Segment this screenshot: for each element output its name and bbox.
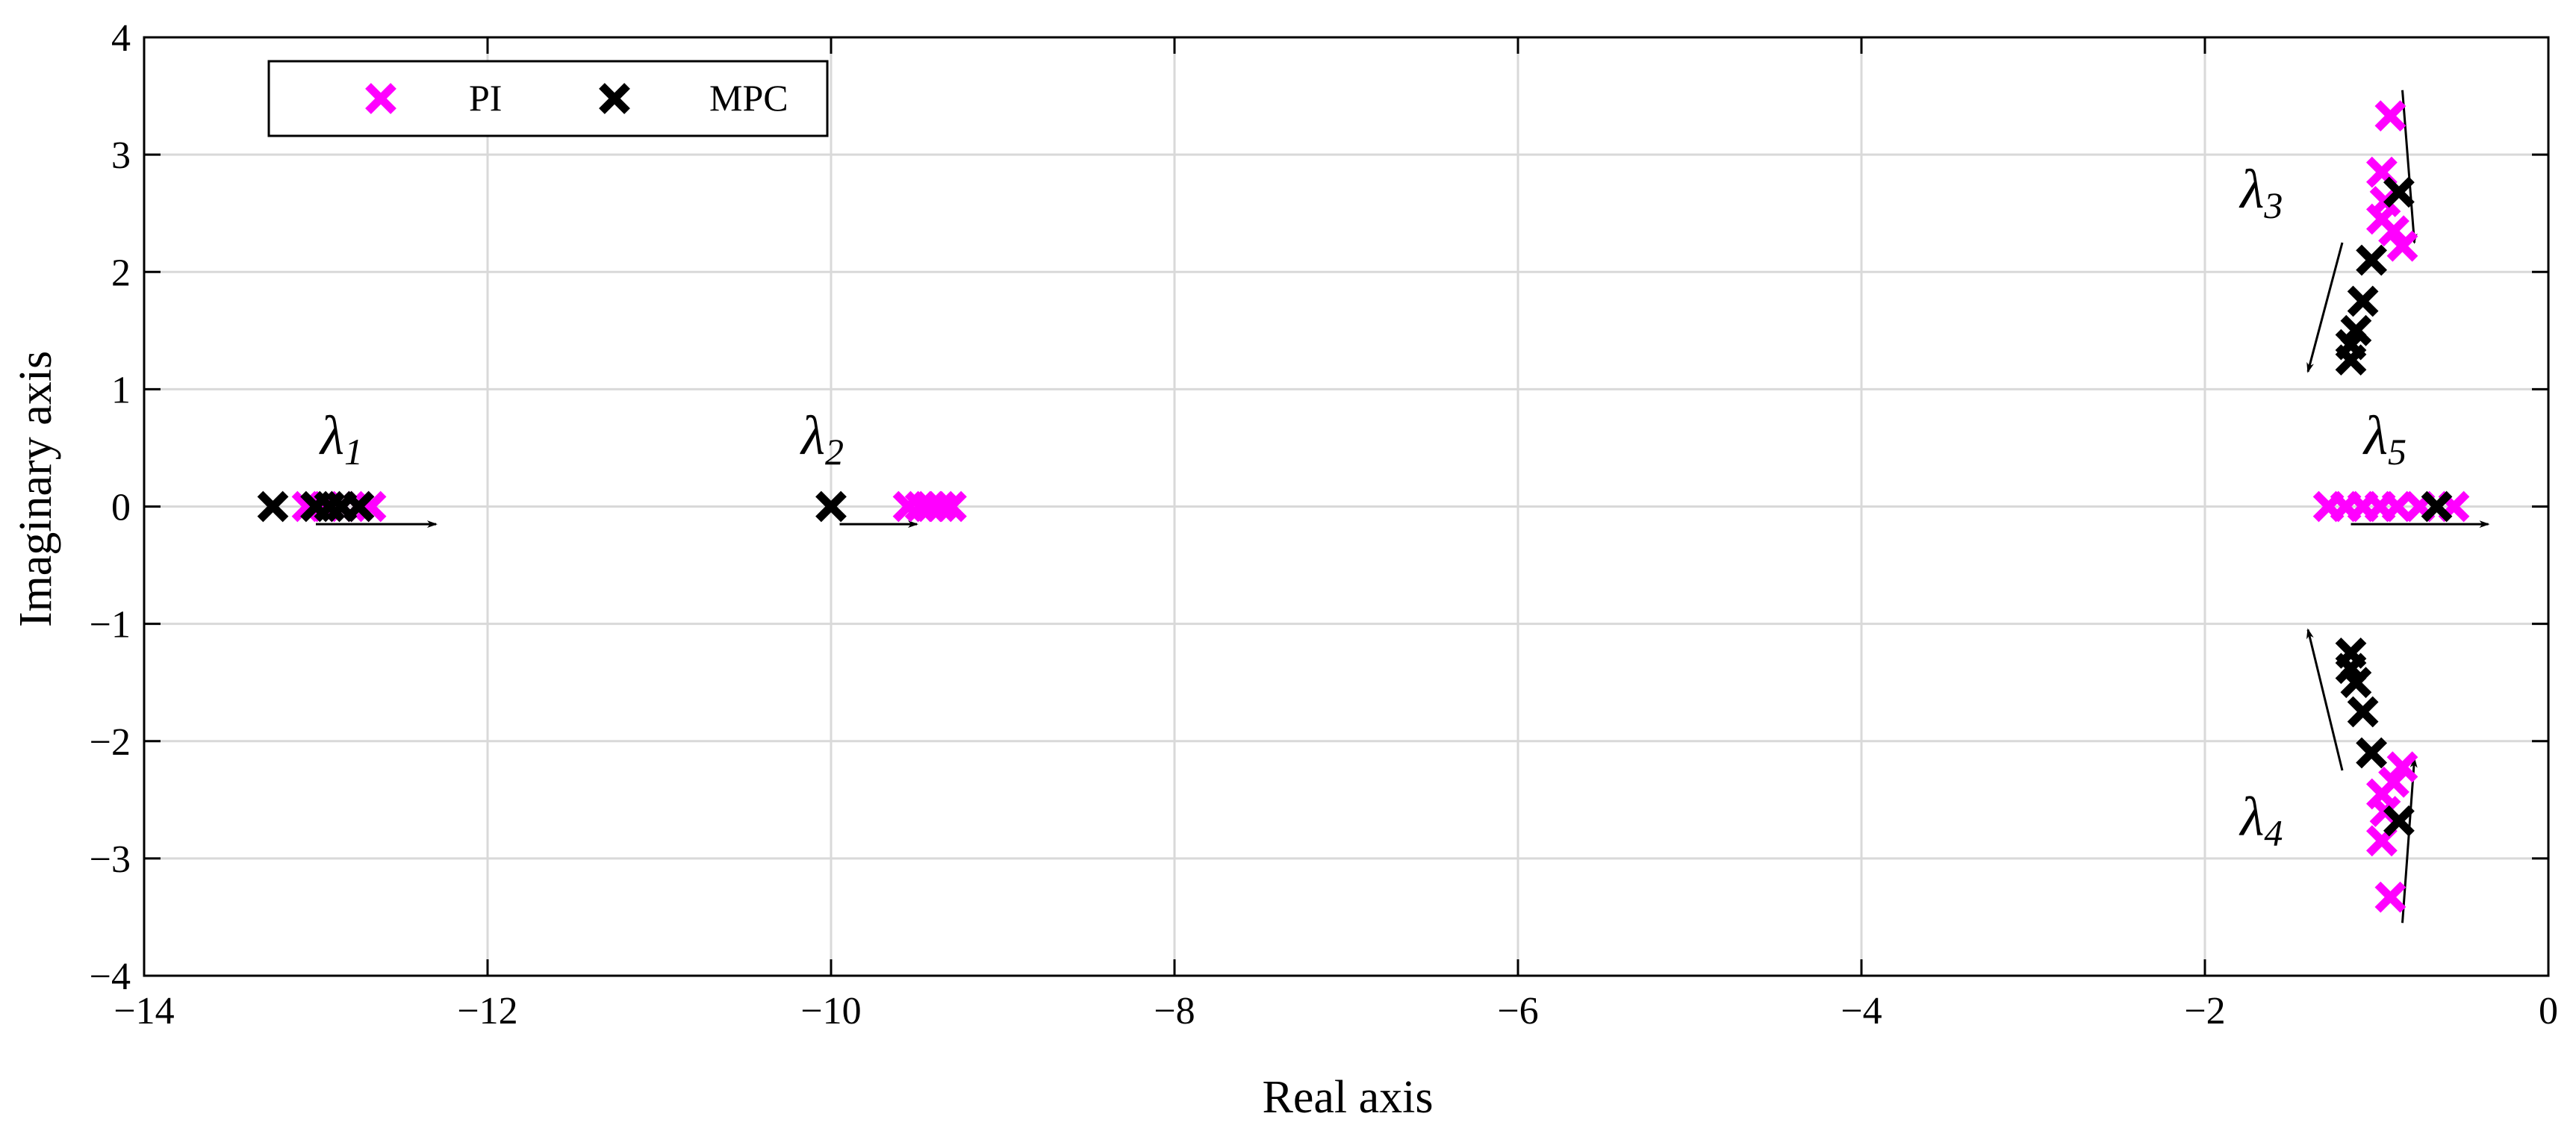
pi-pole-marker xyxy=(925,490,957,523)
marker-stroke xyxy=(2383,176,2415,208)
pi-pole-marker xyxy=(2386,230,2418,262)
pi-pole-marker xyxy=(2386,751,2418,783)
marker-stroke xyxy=(2386,751,2418,783)
mpc-pole-marker xyxy=(2383,805,2415,837)
marker-stroke xyxy=(2386,230,2418,262)
eigenvalue-symbol: λ xyxy=(800,405,825,467)
trajectory-arrow xyxy=(2306,242,2344,373)
marker-stroke xyxy=(815,490,847,523)
eigenvalue-symbol: λ xyxy=(2239,159,2264,220)
y-tick-label: 3 xyxy=(111,134,131,177)
x-tick-label: −10 xyxy=(800,990,861,1032)
y-tick-label: −1 xyxy=(90,604,131,647)
mpc-pole-marker xyxy=(815,490,847,523)
marker-stroke xyxy=(2378,215,2409,247)
x-tick-label: −12 xyxy=(457,990,517,1032)
pi-pole-marker xyxy=(2378,215,2409,247)
mpc-pole-marker xyxy=(2347,285,2379,317)
x-tick-label: −8 xyxy=(1154,990,1195,1032)
marker-stroke xyxy=(2335,638,2367,669)
marker-stroke xyxy=(2374,881,2407,913)
data-markers xyxy=(257,100,2470,913)
mpc-pole-marker xyxy=(2421,490,2453,523)
y-tick-label: 2 xyxy=(111,252,131,294)
marker-stroke xyxy=(936,490,967,523)
mpc-pole-marker xyxy=(2347,696,2379,728)
marker-stroke xyxy=(365,83,396,114)
arrows xyxy=(316,90,2490,923)
eigenvalue-symbol: λ xyxy=(2362,405,2388,467)
x-tick-label: 0 xyxy=(2539,990,2558,1032)
eigenvalue-symbol: λ xyxy=(2239,786,2264,847)
marker-stroke xyxy=(2421,490,2453,523)
pi-pole-marker xyxy=(2378,766,2409,798)
mpc-pole-marker xyxy=(343,490,375,523)
y-tick-label: 0 xyxy=(111,487,131,529)
eigenvalue-label: λ5 xyxy=(2362,405,2407,473)
x-tick-label: −4 xyxy=(1841,990,1882,1032)
marker-stroke xyxy=(257,490,289,523)
pi-pole-marker xyxy=(2374,881,2407,913)
mpc-pole-marker xyxy=(2356,737,2387,769)
marker-stroke xyxy=(2347,285,2379,317)
marker-stroke xyxy=(599,83,630,114)
eigenvalue-label: λ3 xyxy=(2239,159,2283,226)
eigenvalue-subscript: 3 xyxy=(2263,184,2283,226)
y-tick-label: −4 xyxy=(90,956,131,998)
eigenvalue-symbol: λ xyxy=(319,405,344,467)
pi-pole-marker xyxy=(936,490,967,523)
marker-stroke xyxy=(2335,344,2367,376)
eigenvalue-label: λ2 xyxy=(800,405,844,473)
trajectory-arrow xyxy=(2401,90,2418,244)
eigenvalue-subscript: 5 xyxy=(2388,431,2407,473)
legend-pi-label: PI xyxy=(469,77,502,119)
marker-stroke xyxy=(343,490,375,523)
legend-mpc-marker xyxy=(599,83,630,114)
y-tick-label: −2 xyxy=(90,721,131,764)
marker-stroke xyxy=(2378,766,2409,798)
eigenvalue-subscript: 4 xyxy=(2264,811,2283,853)
axes xyxy=(143,36,2550,977)
mpc-pole-marker xyxy=(2335,638,2367,669)
grid xyxy=(144,37,2548,976)
marker-stroke xyxy=(2366,156,2398,188)
legend-mpc-label: MPC xyxy=(709,77,788,119)
y-tick-label: 1 xyxy=(111,369,131,411)
marker-stroke xyxy=(2374,100,2407,132)
eigenvalue-label: λ4 xyxy=(2239,786,2283,853)
marker-stroke xyxy=(925,490,957,523)
mpc-pole-marker xyxy=(257,490,289,523)
pi-pole-marker xyxy=(2374,100,2407,132)
x-tick-label: −2 xyxy=(2184,990,2225,1032)
marker-stroke xyxy=(2356,737,2387,769)
y-axis-title: Imaginary axis xyxy=(10,351,61,627)
legend-box xyxy=(267,60,829,137)
legend: PI MPC xyxy=(267,60,829,137)
trajectory-arrow xyxy=(2401,757,2418,923)
y-tick-label: 4 xyxy=(111,17,131,60)
x-axis-title: Real axis xyxy=(1263,1072,1434,1123)
mpc-pole-marker xyxy=(2335,344,2367,376)
marker-stroke xyxy=(2340,667,2372,699)
y-tick-label: −3 xyxy=(90,838,131,881)
x-tick-label: −14 xyxy=(113,990,174,1032)
mpc-pole-marker xyxy=(2356,244,2387,276)
x-tick-label: −6 xyxy=(1497,990,1538,1032)
marker-stroke xyxy=(2383,805,2415,837)
eigenvalue-subscript: 2 xyxy=(825,431,844,473)
marker-stroke xyxy=(2347,696,2379,728)
eigenvalue-subscript: 1 xyxy=(344,431,363,473)
marker-stroke xyxy=(2356,244,2387,276)
eigenvalue-label: λ1 xyxy=(319,405,363,473)
trajectory-arrow xyxy=(2306,628,2344,771)
legend-pi-marker xyxy=(365,83,396,114)
mpc-pole-marker xyxy=(2383,176,2415,208)
